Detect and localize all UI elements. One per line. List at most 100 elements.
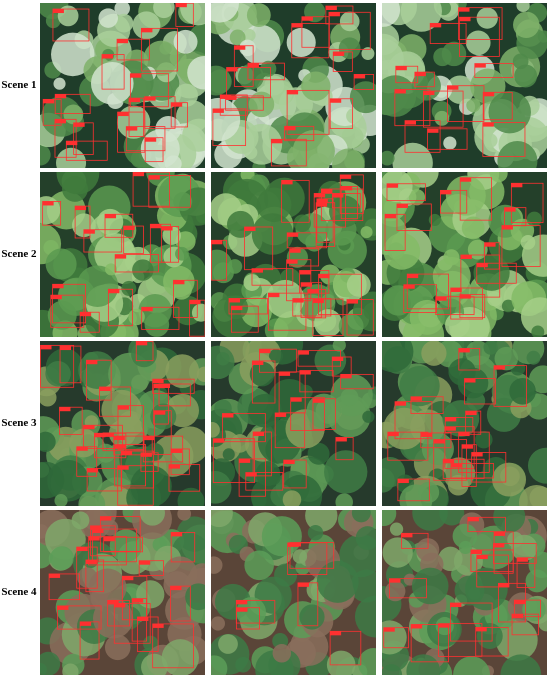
tree-crown [293,214,312,233]
box-tag [333,51,345,56]
tree-crown [332,341,346,352]
tree-crown [382,510,397,527]
tree-crown [483,133,498,148]
canopy [382,3,547,168]
box-tag [289,542,301,547]
box-tag [252,360,264,365]
bounding-box [397,478,430,502]
box-tag [231,306,243,311]
tree-crown [240,296,272,328]
tree-crown [51,32,95,77]
box-tag [229,298,241,303]
tree-crown [92,598,134,639]
tree-crown [114,13,134,33]
tree-crown [211,3,239,23]
box-tag [407,274,419,279]
box-tag [396,203,408,208]
box-tag [114,444,126,449]
tree-crown [268,349,284,364]
box-tag [459,17,471,22]
tree-crown [244,550,274,581]
box-tag [335,437,347,442]
bounding-box [420,432,452,449]
box-tag [171,532,183,537]
tree-crown [71,511,90,530]
box-tag [102,432,114,437]
tree-crown [211,422,220,438]
tree-crown [40,196,61,225]
bounding-box [48,573,81,601]
box-tag [301,282,313,287]
tree-crown [45,361,71,387]
box-tag [117,39,129,44]
box-tag [234,45,246,50]
bounding-box [59,406,83,435]
tree-crown [121,280,137,296]
tree-crown [526,211,542,227]
tree-crown [211,556,223,574]
tree-crown [326,650,356,675]
tree-crown [329,195,361,228]
tree-crown [218,634,238,654]
tree-crown [385,580,406,602]
bounding-box [511,613,539,636]
box-tag [94,433,106,438]
box-tag [130,73,142,78]
bounding-box [329,98,353,129]
box-tag [171,448,183,453]
bounding-box [83,229,123,253]
canopy [211,341,376,506]
tree-crown [351,510,371,523]
box-tag [171,102,183,107]
bounding-box [389,578,427,599]
tree-crown [428,213,441,227]
box-tag [476,263,488,268]
tree-crown [40,461,65,499]
box-tag [423,91,435,96]
scene-label: Scene 3 [1,417,37,429]
box-tag [139,560,151,565]
tree-crown [242,28,256,42]
tree-crown [150,403,177,430]
bounding-box [152,623,194,669]
tree-crown [354,595,376,638]
bounding-box [113,602,151,644]
box-tag [318,274,330,279]
box-tag [52,284,64,289]
tree-crown [45,248,77,280]
box-tag [405,120,417,125]
bounding-box [268,292,307,331]
box-tag [504,207,516,212]
box-tag [284,126,296,131]
box-tag [458,348,470,353]
box-tag [411,624,423,629]
box-tag [438,623,450,628]
tree-crown [497,141,538,168]
tree-crown [453,199,469,215]
box-tag [222,413,234,418]
canopy [211,172,376,337]
tree-crown [101,389,142,431]
tree-crown [230,434,250,453]
box-tag [289,248,301,253]
box-tag [251,268,263,273]
box-tag [332,193,344,198]
tree-crown [301,71,331,101]
box-tag [90,525,102,530]
tree-crown [335,493,353,506]
tree-crown [465,30,491,56]
box-tag [283,460,295,465]
box-tag [281,180,293,185]
box-tag [57,605,69,610]
tree-crown [162,226,182,245]
bounding-box [339,174,364,214]
tree-crown [132,11,161,40]
box-tag [121,451,133,456]
detection-image [40,510,205,675]
detection-image [211,510,376,675]
box-tag [401,533,413,538]
box-tag [458,7,470,12]
detection-image [382,3,547,168]
bounding-box [482,91,513,121]
box-tag [113,436,125,441]
